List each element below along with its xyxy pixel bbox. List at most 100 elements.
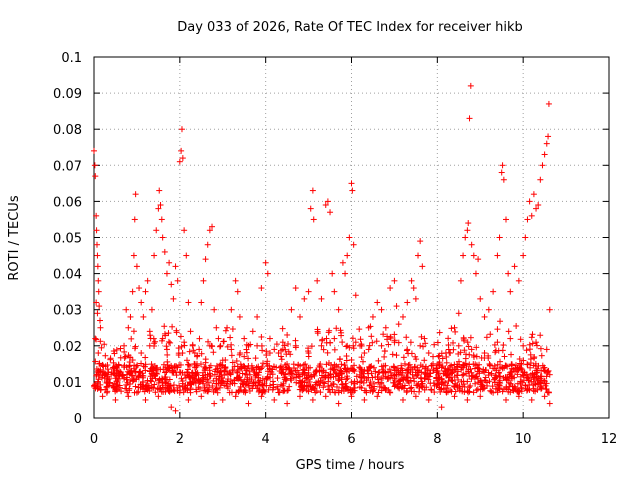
data-point (181, 342, 188, 349)
data-point (543, 140, 550, 147)
data-point (459, 388, 466, 395)
data-point (361, 350, 368, 357)
data-point (280, 388, 287, 395)
data-point (446, 374, 453, 381)
data-point (297, 313, 303, 320)
data-point (131, 345, 138, 352)
data-point (378, 379, 385, 386)
x-tick-label: 8 (433, 432, 441, 447)
data-point (193, 386, 200, 393)
data-point (143, 383, 150, 390)
data-point (205, 388, 212, 395)
data-point (110, 348, 117, 355)
data-point (215, 376, 222, 383)
data-point (468, 241, 475, 248)
data-point (331, 335, 338, 342)
data-point (408, 277, 415, 284)
data-point (350, 367, 357, 374)
data-point (110, 359, 117, 366)
data-point (142, 361, 149, 368)
data-point (339, 384, 346, 391)
data-point (111, 350, 118, 357)
data-point (104, 380, 111, 387)
data-point (202, 256, 209, 263)
data-point (325, 372, 332, 379)
data-point (233, 358, 240, 365)
y-tick-label: 0.1 (61, 51, 82, 66)
data-point (524, 216, 531, 223)
data-point (436, 329, 443, 336)
data-point (131, 389, 138, 396)
data-point (135, 388, 142, 395)
data-point (451, 361, 458, 368)
data-point (452, 328, 459, 335)
data-point (93, 227, 100, 234)
data-point (378, 342, 385, 349)
data-point (245, 380, 252, 387)
y-tick-label: 0.05 (53, 232, 82, 247)
data-point (224, 343, 231, 350)
data-point (483, 334, 490, 341)
data-point (523, 387, 530, 394)
data-point (499, 347, 506, 354)
data-point (278, 353, 285, 360)
data-point (114, 378, 121, 385)
data-point (338, 388, 345, 395)
data-point (358, 375, 365, 382)
data-point (344, 252, 351, 259)
data-point (438, 404, 445, 411)
data-point (134, 362, 141, 369)
data-point (197, 361, 204, 368)
data-point (227, 334, 234, 341)
data-point (428, 362, 435, 369)
data-point (410, 285, 417, 292)
data-point (455, 310, 462, 317)
data-point (163, 368, 170, 375)
data-point (144, 277, 151, 284)
data-point (94, 263, 101, 270)
data-point (382, 385, 389, 392)
data-point (481, 350, 488, 357)
data-point (543, 385, 550, 392)
data-point (431, 341, 438, 348)
data-point (189, 341, 196, 348)
data-point (210, 349, 217, 356)
data-point (202, 356, 209, 363)
data-point (221, 372, 228, 379)
data-point (380, 331, 387, 338)
data-point (507, 335, 514, 342)
data-point (422, 363, 429, 370)
data-point (381, 353, 388, 360)
data-point (438, 375, 445, 382)
data-point (368, 370, 375, 377)
data-point (111, 363, 118, 370)
data-point (307, 364, 314, 371)
data-point (105, 369, 112, 376)
data-point (117, 345, 124, 352)
data-point (358, 341, 365, 348)
data-point (531, 374, 538, 381)
data-point (187, 328, 194, 335)
data-point (356, 371, 363, 378)
data-point (113, 346, 120, 353)
data-point (284, 331, 291, 338)
data-point (309, 187, 316, 194)
data-point (165, 330, 172, 337)
data-point (376, 383, 383, 390)
data-point (168, 387, 175, 394)
data-point (335, 387, 342, 394)
data-point (467, 82, 474, 89)
data-point (222, 357, 229, 364)
data-point (148, 361, 155, 368)
data-point (515, 393, 522, 400)
data-point (530, 191, 537, 198)
data-point (278, 381, 285, 388)
data-point (140, 313, 147, 320)
data-point (243, 349, 250, 356)
data-point (505, 328, 512, 335)
data-point (401, 360, 408, 367)
data-point (95, 277, 102, 284)
data-point (179, 377, 186, 384)
data-point (108, 369, 115, 376)
data-point (537, 176, 544, 183)
